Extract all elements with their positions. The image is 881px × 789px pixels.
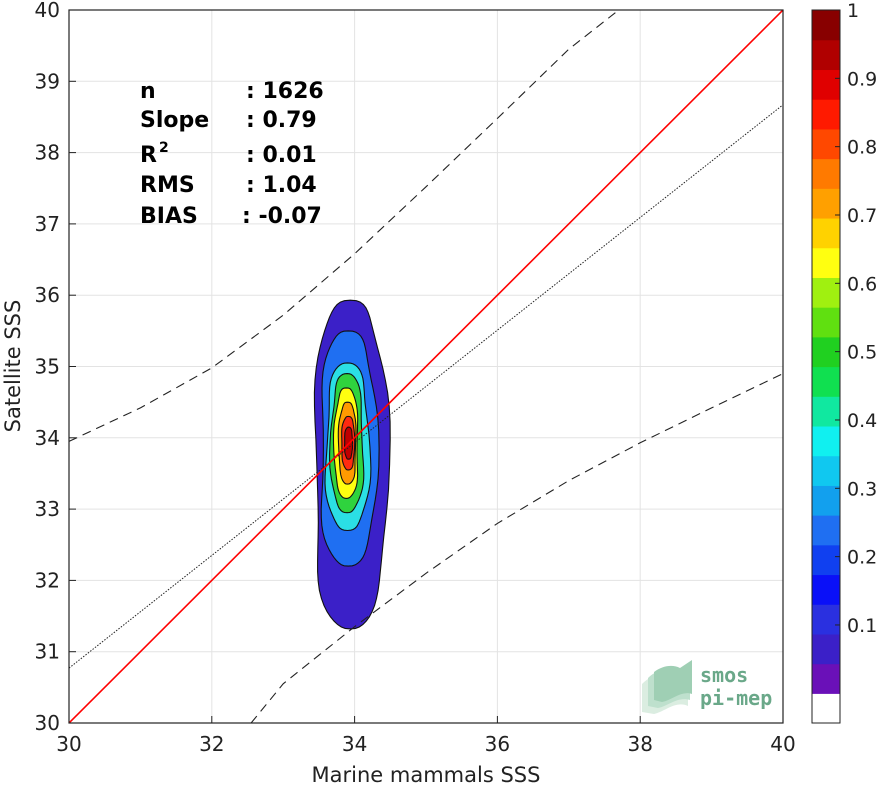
colorbar-tick-label: 0.6 <box>847 273 877 295</box>
statistics-box: n : 1626 Slope : 0.79 R 2 : 0.01 RMS : 1.04 BIAS:… <box>140 79 324 229</box>
x-tick-label: 32 <box>199 732 224 756</box>
colorbar-segment <box>812 485 840 516</box>
y-tick-label: 40 <box>35 0 60 22</box>
colorbar-segment <box>812 366 840 397</box>
colorbar-tick-label: 1 <box>847 0 859 22</box>
y-tick-label: 35 <box>35 355 60 379</box>
stat-value-n: : 1626 <box>246 79 324 104</box>
x-tick-label: 34 <box>342 732 367 756</box>
colorbar-frame <box>811 9 841 724</box>
colorbar-tick-label: 0.8 <box>847 137 877 159</box>
fit-lines <box>69 10 783 723</box>
colorbar-segment <box>812 663 840 694</box>
colorbar-tick-label: 0.4 <box>847 410 877 432</box>
colorbar-segment <box>812 633 840 665</box>
stat-key-slope: Slope <box>140 108 209 133</box>
colorbar-segment <box>812 544 840 576</box>
upper-confidence-line <box>69 10 620 442</box>
colorbar-tick-label: 0.7 <box>847 205 877 227</box>
stat-key-bias: BIAS <box>140 204 198 229</box>
colorbar-tick-label: 0.9 <box>847 68 877 90</box>
x-tick-label: 30 <box>56 732 81 756</box>
colorbar-segment <box>812 693 840 724</box>
x-tick-label: 38 <box>627 732 652 756</box>
smos-pi-mep-logo: smos pi-mep <box>642 660 772 714</box>
y-tick-label: 32 <box>35 568 60 592</box>
colorbar-segment <box>812 307 840 338</box>
x-tick-label: 40 <box>770 732 795 756</box>
colorbar-segment <box>812 396 840 427</box>
y-tick-label: 36 <box>35 283 60 307</box>
colorbar-segment <box>812 128 840 160</box>
x-axis-ticks: 30 32 34 36 38 40 <box>56 716 796 756</box>
stat-value-rms: : 1.04 <box>246 173 317 198</box>
stat-key-rms: RMS <box>140 173 195 198</box>
identity-line <box>69 10 783 723</box>
colorbar-tick-label: 0.2 <box>847 547 877 569</box>
lower-confidence-line <box>250 373 783 723</box>
colorbar-segment <box>812 604 840 635</box>
y-axis-ticks: 30 31 32 33 34 35 36 37 38 39 40 <box>35 0 76 735</box>
logo-wave-icon <box>642 660 692 714</box>
colorbar-segment <box>812 425 840 457</box>
colorbar-tick-label: 0.1 <box>847 615 877 637</box>
stat-key-superscript: 2 <box>159 140 169 156</box>
colorbar: 0.1 0.2 0.3 0.4 0.5 0.6 0.7 0.8 0.9 1 <box>811 0 877 724</box>
stat-value-bias: : -0.07 <box>242 204 322 229</box>
stat-value-r: : 0.01 <box>246 143 317 168</box>
y-tick-label: 33 <box>35 497 60 521</box>
y-tick-label: 31 <box>35 640 60 664</box>
y-tick-label: 37 <box>35 212 60 236</box>
y-tick-label: 30 <box>35 711 60 735</box>
colorbar-segment <box>812 217 840 249</box>
colorbar-segment <box>812 515 840 546</box>
colorbar-segment <box>812 99 840 130</box>
colorbar-segment <box>812 247 840 278</box>
colorbar-segment <box>812 158 840 189</box>
y-tick-label: 39 <box>35 69 60 93</box>
colorbar-segment <box>812 455 840 486</box>
grid-lines <box>68 9 784 724</box>
x-tick-label: 36 <box>485 732 510 756</box>
colorbar-tick-label: 0.3 <box>847 478 877 500</box>
stat-key-r: R <box>140 143 157 168</box>
y-tick-label: 38 <box>35 141 60 165</box>
y-tick-label: 34 <box>35 426 60 450</box>
colorbar-segment <box>812 188 840 219</box>
colorbar-tick-label: 0.5 <box>847 342 877 364</box>
logo-text-pi-mep: pi-mep <box>700 686 772 710</box>
density-contours <box>313 299 391 630</box>
colorbar-segment <box>812 574 840 605</box>
logo-text-smos: smos <box>700 663 748 687</box>
x-axis-label: Marine mammals SSS <box>312 763 541 787</box>
y-axis-label: Satellite SSS <box>1 300 25 433</box>
colorbar-segment <box>812 39 840 71</box>
stat-value-slope: : 0.79 <box>246 108 317 133</box>
colorbar-segment <box>812 277 840 308</box>
colorbar-segment <box>812 69 840 100</box>
colorbar-segment <box>812 10 840 41</box>
stat-key-n: n <box>140 79 156 104</box>
